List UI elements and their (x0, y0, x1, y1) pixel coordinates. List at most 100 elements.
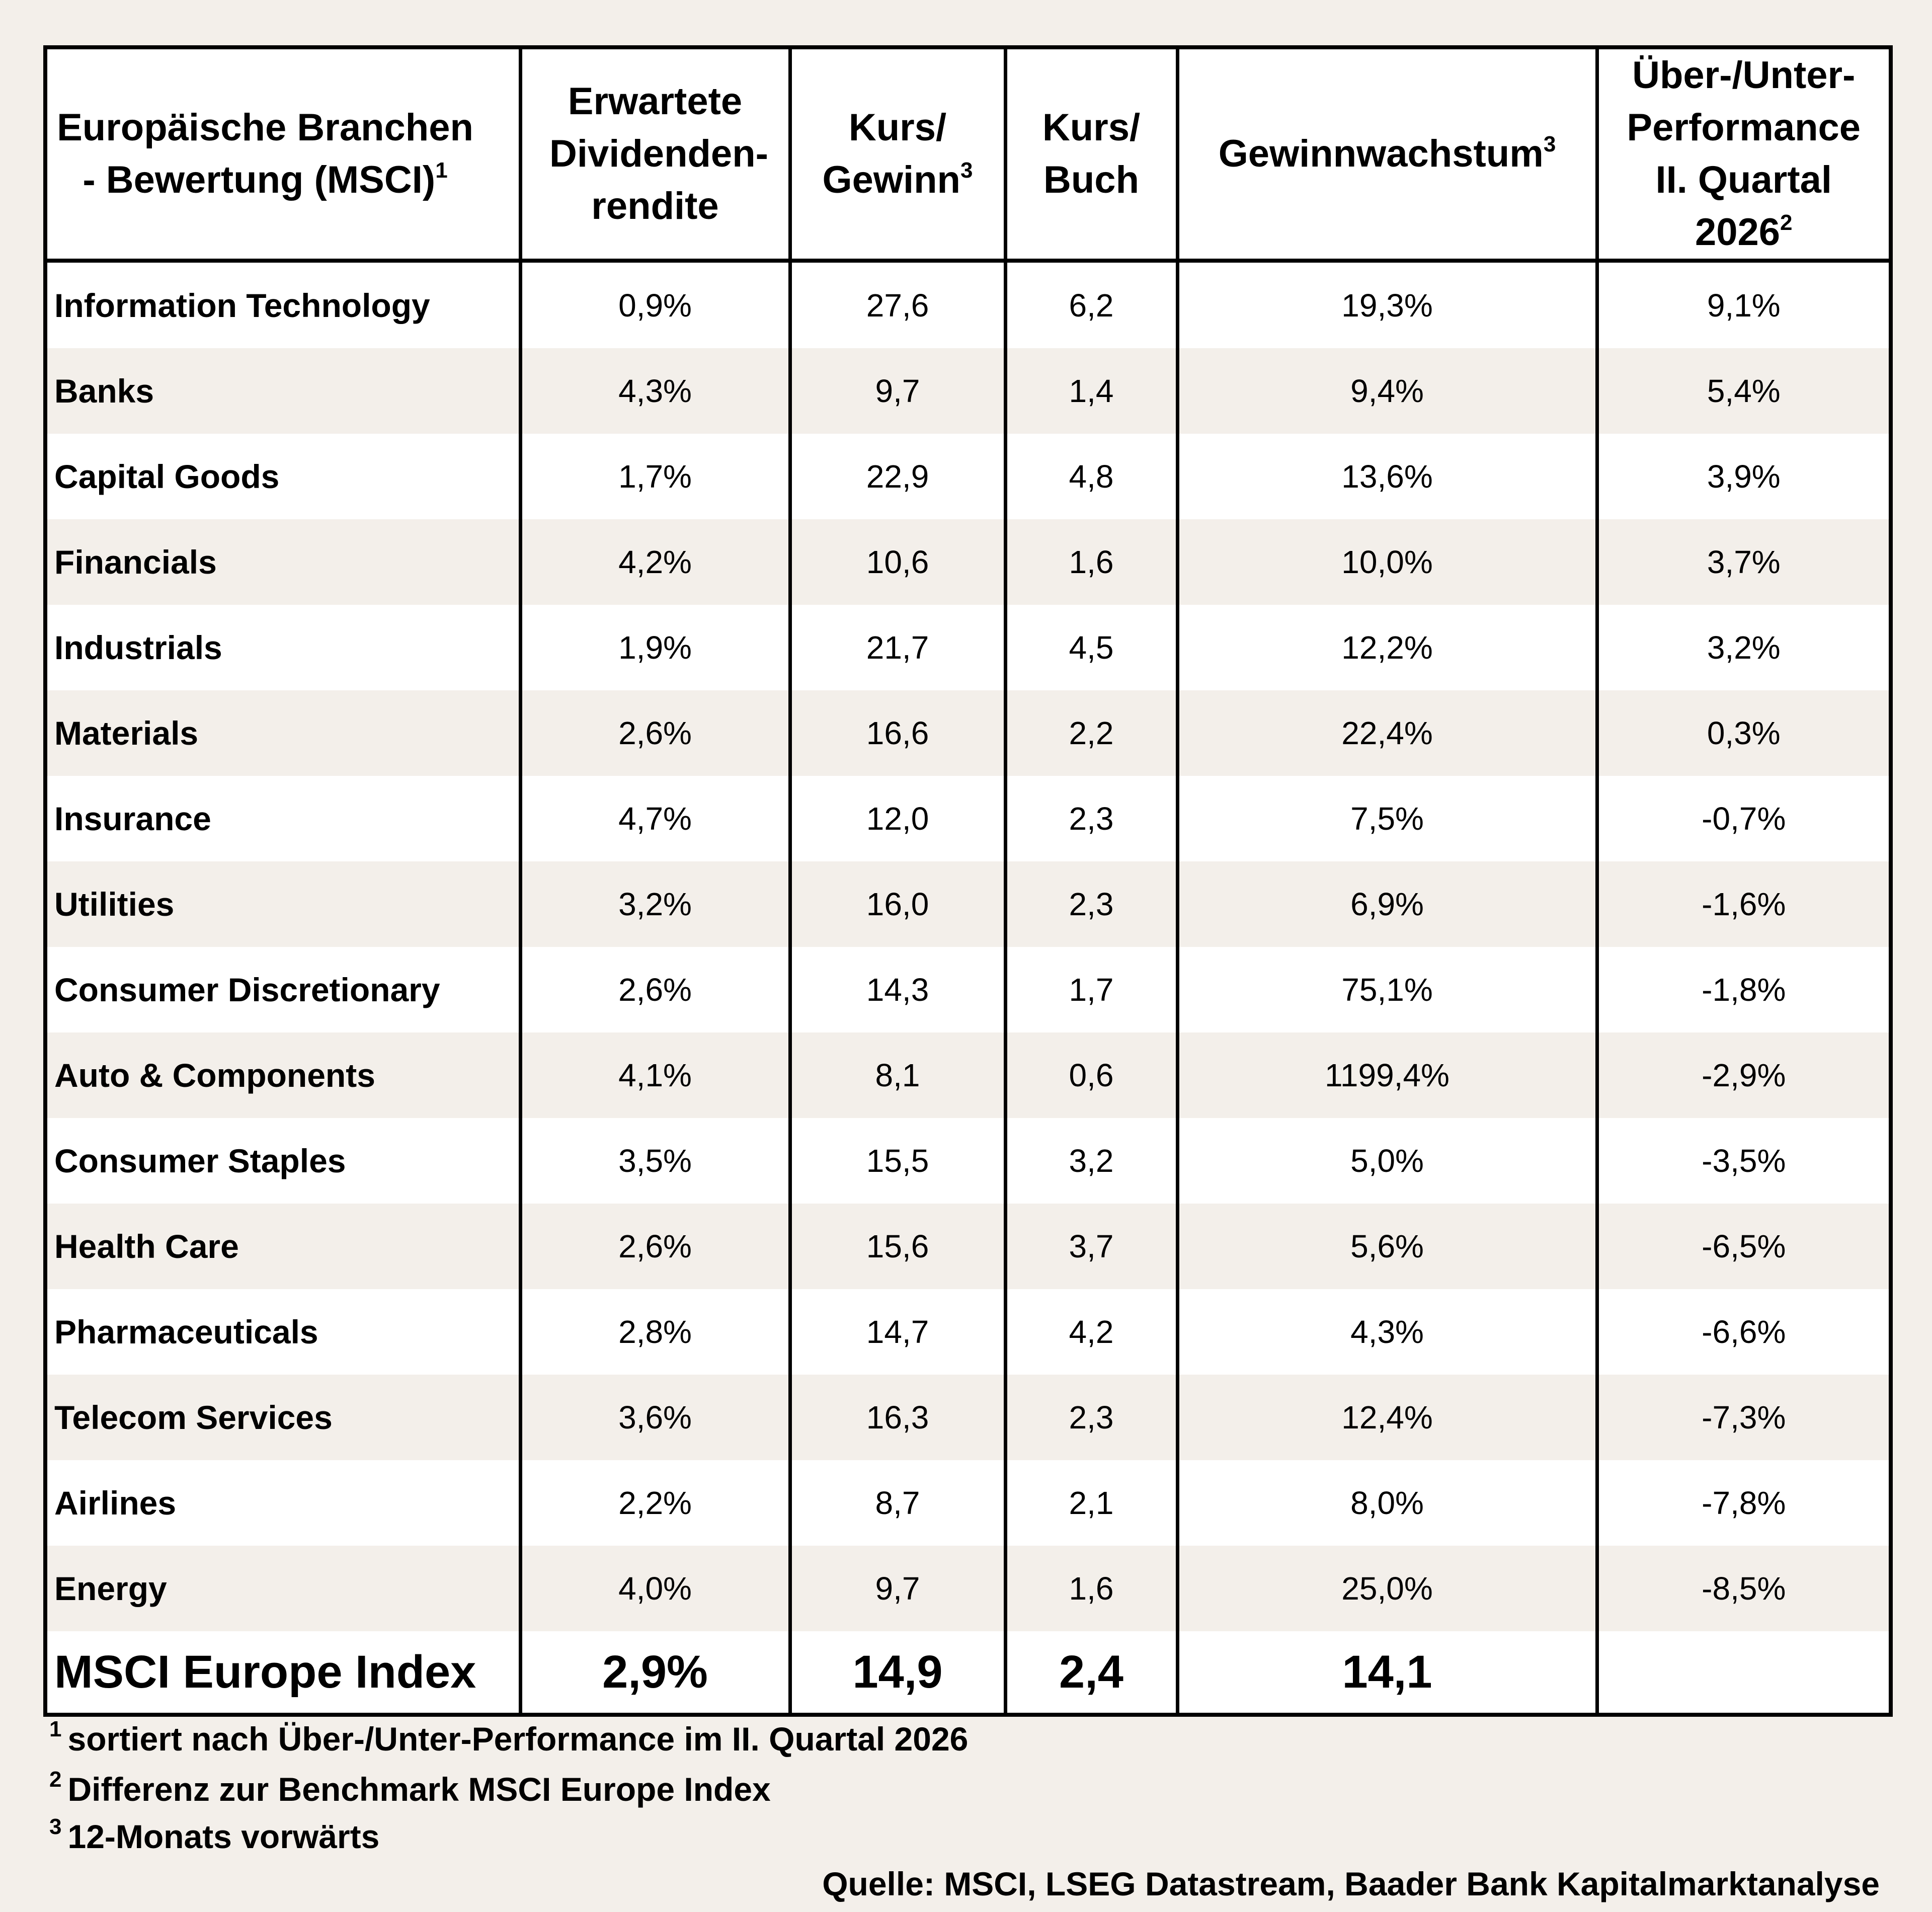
table-row: Consumer Discretionary 2,6% 14,3 1,7 75,1% -1… (43, 947, 1893, 1032)
header-pe-footnote-mark: 3 (960, 158, 973, 183)
cell-performance: 5,4% (1595, 348, 1893, 434)
header-dividend: Erwartete Dividenden-rendite (518, 47, 792, 263)
cell-dividend: 4,7% (518, 776, 792, 861)
cell-pb: 1,6 (1003, 1546, 1179, 1631)
cell-dividend: 4,1% (518, 1032, 792, 1118)
cell-dividend: 2,8% (518, 1289, 792, 1375)
cell-pb: 4,8 (1003, 434, 1179, 519)
cell-pb: 2,3 (1003, 861, 1179, 947)
cell-performance: -1,6% (1595, 861, 1893, 947)
cell-dividend: 2,2% (518, 1460, 792, 1546)
cell-dividend: 0,9% (518, 261, 792, 348)
table-row: Information Technology 0,9% 27,6 6,2 19,3% 9,… (43, 261, 1893, 348)
cell-pe: 16,0 (788, 861, 1007, 947)
header-pb: Kurs/ Buch (1003, 47, 1179, 263)
header-pe-label: Kurs/ Gewinn (822, 106, 960, 201)
cell-pb: 1,7 (1003, 947, 1179, 1032)
cell-dividend: 3,5% (518, 1118, 792, 1204)
cell-performance: -7,8% (1595, 1460, 1893, 1546)
header-performance-footnote-mark: 2 (1780, 210, 1793, 235)
cell-performance: -0,7% (1595, 776, 1893, 861)
cell-performance: -7,3% (1595, 1375, 1893, 1460)
cell-pe: 12,0 (788, 776, 1007, 861)
header-row: Europäische Branchen - Bewertung (MSCI)1… (43, 47, 1893, 263)
cell-performance: 0,3% (1595, 690, 1893, 776)
valuation-table: Europäische Branchen - Bewertung (MSCI)1… (43, 45, 1893, 1717)
cell-name: Materials (43, 690, 522, 776)
cell-pb: 1,6 (1003, 519, 1179, 605)
cell-dividend: 1,7% (518, 434, 792, 519)
cell-pe: 9,7 (788, 1546, 1007, 1631)
cell-dividend: 4,0% (518, 1546, 792, 1631)
cell-pe: 15,6 (788, 1204, 1007, 1289)
cell-growth: 8,0% (1175, 1460, 1599, 1546)
header-growth: Gewinnwachstum3 (1175, 47, 1599, 263)
cell-dividend: 2,6% (518, 947, 792, 1032)
table-row: Telecom Services 3,6% 16,3 2,3 12,4% -7,3% (43, 1375, 1893, 1460)
cell-performance: 3,7% (1595, 519, 1893, 605)
cell-performance: -6,5% (1595, 1204, 1893, 1289)
total-cell-growth: 14,1 (1175, 1631, 1599, 1715)
footnote-1-mark: 1 (49, 1717, 62, 1741)
source-note: Quelle: MSCI, LSEG Datastream, Baader Ba… (822, 1865, 1880, 1902)
total-cell-dividend: 2,9% (518, 1631, 792, 1715)
cell-growth: 25,0% (1175, 1546, 1599, 1631)
cell-performance: -2,9% (1595, 1032, 1893, 1118)
footnote-3-text: 12-Monats vorwärts (67, 1818, 380, 1855)
total-cell-pb: 2,4 (1003, 1631, 1179, 1715)
cell-name: Information Technology (43, 261, 522, 348)
cell-pe: 22,9 (788, 434, 1007, 519)
cell-pb: 4,2 (1003, 1289, 1179, 1375)
cell-dividend: 4,2% (518, 519, 792, 605)
header-growth-label: Gewinnwachstum (1218, 132, 1544, 175)
total-row: MSCI Europe Index 2,9% 14,9 2,4 14,1 (43, 1631, 1893, 1715)
cell-pe: 16,3 (788, 1375, 1007, 1460)
cell-dividend: 1,9% (518, 605, 792, 690)
cell-name: Consumer Discretionary (43, 947, 522, 1032)
cell-pb: 3,7 (1003, 1204, 1179, 1289)
cell-name: Pharmaceuticals (43, 1289, 522, 1375)
cell-name: Auto & Components (43, 1032, 522, 1118)
header-branch-footnote-mark: 1 (435, 158, 448, 183)
table-row: Capital Goods 1,7% 22,9 4,8 13,6% 3,9% (43, 434, 1893, 519)
cell-dividend: 4,3% (518, 348, 792, 434)
table-row: Industrials 1,9% 21,7 4,5 12,2% 3,2% (43, 605, 1893, 690)
cell-pe: 14,7 (788, 1289, 1007, 1375)
cell-name: Consumer Staples (43, 1118, 522, 1204)
table-row: Auto & Components 4,1% 8,1 0,6 1199,4% -2,9% (43, 1032, 1893, 1118)
cell-name: Health Care (43, 1204, 522, 1289)
header-dividend-label: Erwartete Dividenden-rendite (549, 80, 768, 227)
cell-growth: 6,9% (1175, 861, 1599, 947)
cell-dividend: 2,6% (518, 690, 792, 776)
table-row: Banks 4,3% 9,7 1,4 9,4% 5,4% (43, 348, 1893, 434)
table-body: Information Technology 0,9% 27,6 6,2 19,3% 9,… (43, 261, 1893, 1715)
footnote-3: 3 12-Monats vorwärts (49, 1816, 380, 1856)
cell-performance: 3,9% (1595, 434, 1893, 519)
cell-name: Banks (43, 348, 522, 434)
cell-growth: 10,0% (1175, 519, 1599, 605)
cell-growth: 4,3% (1175, 1289, 1599, 1375)
header-performance-label: Über-/Unter-Performance II. Quartal 2026 (1627, 54, 1861, 254)
table-row: Health Care 2,6% 15,6 3,7 5,6% -6,5% (43, 1204, 1893, 1289)
footnote-1: 1 sortiert nach Über-/Unter-Performance i… (49, 1717, 968, 1758)
total-cell-name: MSCI Europe Index (43, 1631, 522, 1715)
cell-dividend: 2,6% (518, 1204, 792, 1289)
table-row: Materials 2,6% 16,6 2,2 22,4% 0,3% (43, 690, 1893, 776)
cell-growth: 1199,4% (1175, 1032, 1599, 1118)
cell-name: Airlines (43, 1460, 522, 1546)
cell-performance: -8,5% (1595, 1546, 1893, 1631)
cell-growth: 7,5% (1175, 776, 1599, 861)
cell-growth: 12,2% (1175, 605, 1599, 690)
cell-growth: 22,4% (1175, 690, 1599, 776)
cell-pb: 0,6 (1003, 1032, 1179, 1118)
cell-pe: 15,5 (788, 1118, 1007, 1204)
cell-pe: 8,1 (788, 1032, 1007, 1118)
table-row: Insurance 4,7% 12,0 2,3 7,5% -0,7% (43, 776, 1893, 861)
header-branch: Europäische Branchen - Bewertung (MSCI)1 (43, 47, 522, 263)
cell-pe: 8,7 (788, 1460, 1007, 1546)
table-row: Energy 4,0% 9,7 1,6 25,0% -8,5% (43, 1546, 1893, 1631)
cell-pb: 3,2 (1003, 1118, 1179, 1204)
footnote-2-text: Differenz zur Benchmark MSCI Europe Inde… (67, 1771, 771, 1808)
header-pe: Kurs/ Gewinn3 (788, 47, 1007, 263)
header-pb-label: Kurs/ Buch (1042, 106, 1141, 201)
